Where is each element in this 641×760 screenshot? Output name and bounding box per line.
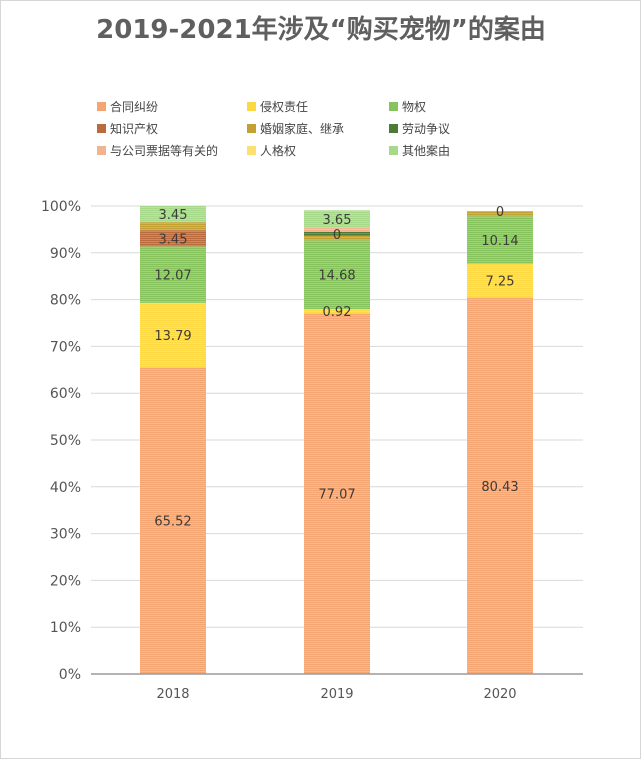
legend-swatch xyxy=(247,145,256,155)
data-label: 77.07 xyxy=(318,488,355,503)
data-label: 0.92 xyxy=(323,305,352,320)
bar-segment-texture xyxy=(304,210,370,228)
x-tick-label: 2019 xyxy=(320,687,353,702)
data-label: 13.79 xyxy=(154,329,191,344)
legend-item: 物权 xyxy=(389,96,426,116)
data-label: 0 xyxy=(496,205,504,220)
y-tick-label: 90% xyxy=(50,246,81,262)
bar-segment-texture xyxy=(304,235,370,241)
chart-title: 2019-2021年涉及“购买宠物”的案由 xyxy=(96,15,546,45)
legend-item: 其他案由 xyxy=(389,140,450,160)
legend-label: 合同纠纷 xyxy=(110,99,159,114)
bar-segment-texture xyxy=(304,231,370,236)
x-tick-label: 2020 xyxy=(483,687,516,702)
data-label: 80.43 xyxy=(481,480,518,495)
bar-segment-texture xyxy=(467,297,533,674)
bar-segment-texture xyxy=(140,302,206,368)
legend-swatch xyxy=(97,123,106,133)
data-label: 3.45 xyxy=(159,208,188,223)
y-tick-label: 30% xyxy=(50,527,81,543)
bar-segment-texture xyxy=(140,206,206,223)
legend-swatch xyxy=(97,101,106,111)
data-label: 3.65 xyxy=(323,213,352,228)
legend-label: 人格权 xyxy=(260,143,297,158)
legend-swatch xyxy=(389,145,398,155)
data-label: 14.68 xyxy=(318,269,355,284)
legend: 合同纠纷 侵权责任 物权知识产权 婚姻家庭、继承 劳动争议与公司票据等有关的 人格权 其他案… xyxy=(97,96,617,166)
y-tick-label: 60% xyxy=(50,386,81,402)
legend-swatch xyxy=(247,123,256,133)
data-label: 65.52 xyxy=(154,515,191,530)
legend-item: 知识产权 xyxy=(97,118,158,138)
x-tick-label: 2018 xyxy=(156,687,189,702)
legend-label: 知识产权 xyxy=(110,121,159,136)
legend-label: 劳动争议 xyxy=(402,121,451,136)
data-label: 10.14 xyxy=(481,234,518,249)
legend-label: 婚姻家庭、继承 xyxy=(260,121,345,136)
y-tick-label: 0% xyxy=(59,667,81,683)
legend-item: 与公司票据等有关的 xyxy=(97,140,218,160)
y-tick-label: 10% xyxy=(50,620,81,636)
bar-segment-texture xyxy=(467,211,533,217)
legend-item: 侵权责任 xyxy=(247,96,308,116)
bar-segment-texture xyxy=(140,367,206,674)
legend-label: 侵权责任 xyxy=(260,99,309,114)
legend-item: 人格权 xyxy=(247,140,296,160)
data-label: 3.45 xyxy=(159,232,188,247)
data-label: 12.07 xyxy=(154,269,191,284)
legend-label: 与公司票据等有关的 xyxy=(110,143,219,158)
bar-segment-texture xyxy=(304,309,370,314)
bar-segment-texture xyxy=(140,230,206,247)
legend-item: 合同纠纷 xyxy=(97,96,158,116)
legend-swatch xyxy=(389,101,398,111)
legend-swatch xyxy=(247,101,256,111)
y-tick-label: 50% xyxy=(50,433,81,449)
data-label: 7.25 xyxy=(486,275,515,290)
bar-segment-texture xyxy=(140,246,206,303)
y-tick-label: 70% xyxy=(50,339,81,355)
legend-item: 劳动争议 xyxy=(389,118,450,138)
bar-segment-texture xyxy=(467,216,533,264)
bar-segment-texture xyxy=(304,227,370,232)
bar-segment-texture xyxy=(304,313,370,674)
y-tick-label: 40% xyxy=(50,480,81,496)
legend-swatch xyxy=(389,123,398,133)
data-label: 0 xyxy=(333,228,341,243)
bar-segment-texture xyxy=(467,263,533,298)
bar-segment-texture xyxy=(304,240,370,310)
legend-label: 其他案由 xyxy=(402,143,451,158)
legend-label: 物权 xyxy=(402,99,427,114)
legend-item: 婚姻家庭、继承 xyxy=(247,118,344,138)
bar-segment-texture xyxy=(140,222,206,231)
legend-swatch xyxy=(97,145,106,155)
y-tick-label: 20% xyxy=(50,573,81,589)
y-tick-label: 100% xyxy=(41,199,81,215)
y-tick-label: 80% xyxy=(50,293,81,309)
